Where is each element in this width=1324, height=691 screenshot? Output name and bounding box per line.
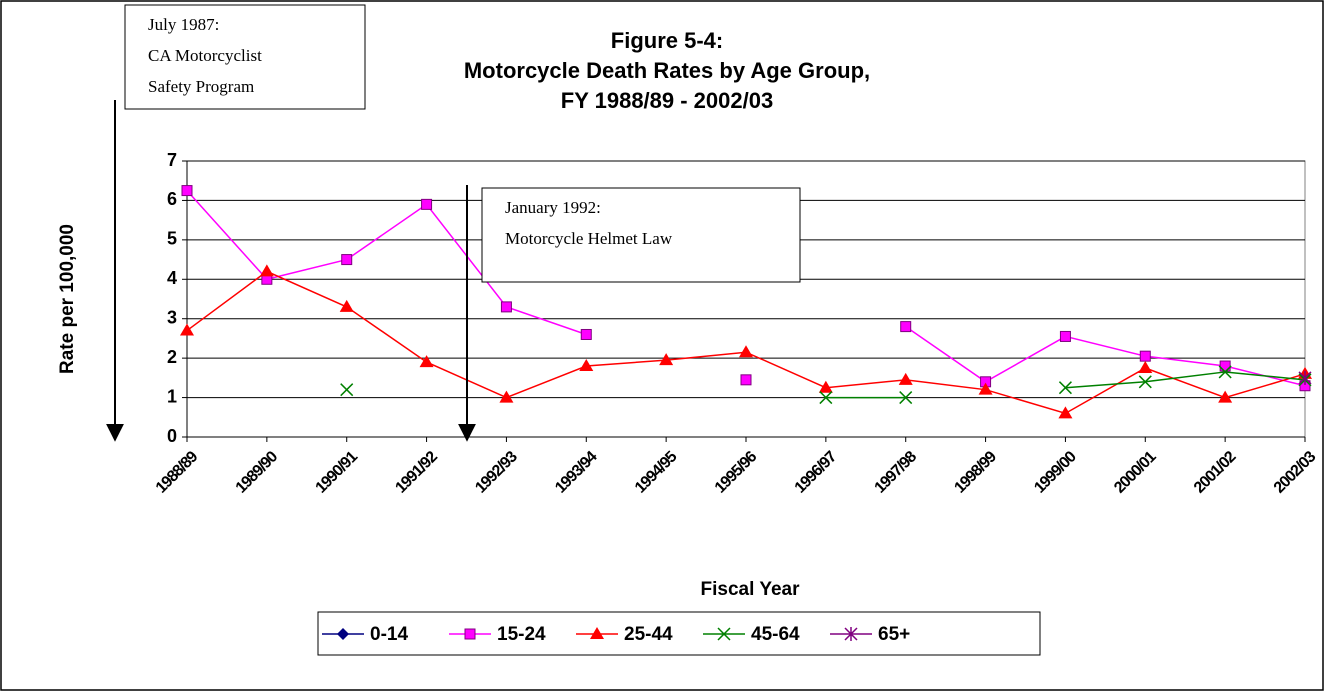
marker xyxy=(580,328,592,340)
y-axis-label: Rate per 100,000 xyxy=(57,224,78,374)
legend-label: 25-44 xyxy=(624,624,673,645)
marker xyxy=(1138,361,1153,373)
marker xyxy=(818,380,833,393)
marker xyxy=(464,628,476,640)
marker xyxy=(340,383,354,397)
legend-label: 65+ xyxy=(878,624,910,645)
marker xyxy=(590,627,604,639)
legend-label: 45-64 xyxy=(751,624,800,645)
marker xyxy=(1058,406,1073,419)
chart-title: Figure 5-4: xyxy=(611,28,723,53)
marker xyxy=(717,627,731,641)
y-tick-label: 0 xyxy=(167,426,177,446)
y-tick-label: 5 xyxy=(167,229,177,249)
annotation-text: Motorcycle Helmet Law xyxy=(505,229,673,248)
marker xyxy=(900,321,912,333)
legend-label: 0-14 xyxy=(370,624,408,645)
marker xyxy=(341,254,353,266)
annotation-text: CA Motorcyclist xyxy=(148,46,262,65)
y-tick-label: 7 xyxy=(167,150,177,170)
annotation-text: January 1992: xyxy=(505,198,601,217)
marker xyxy=(337,628,349,640)
annotation-text: July 1987: xyxy=(148,15,219,34)
x-axis-label: Fiscal Year xyxy=(701,579,801,600)
chart-title: Motorcycle Death Rates by Age Group, xyxy=(464,58,870,83)
y-tick-label: 1 xyxy=(167,386,177,406)
legend-label: 15-24 xyxy=(497,624,546,645)
marker xyxy=(978,382,993,395)
marker xyxy=(740,374,752,386)
marker xyxy=(180,323,194,336)
series-line xyxy=(186,190,1306,387)
annotation-box xyxy=(124,4,366,110)
marker xyxy=(259,264,274,277)
y-tick-label: 3 xyxy=(167,307,177,327)
marker xyxy=(1298,370,1312,385)
marker xyxy=(1218,390,1233,403)
marker xyxy=(844,627,858,641)
marker xyxy=(1059,330,1071,342)
marker xyxy=(819,391,833,405)
y-tick-label: 4 xyxy=(167,268,177,288)
annotation-box xyxy=(481,187,801,283)
series-line xyxy=(825,371,1306,399)
legend-box xyxy=(317,611,1041,656)
marker xyxy=(579,359,594,372)
marker xyxy=(339,299,354,312)
marker xyxy=(499,390,514,403)
marker xyxy=(419,355,434,368)
chart-title: FY 1988/89 - 2002/03 xyxy=(561,88,773,113)
marker xyxy=(1058,381,1072,395)
marker xyxy=(181,185,193,197)
annotation-text: Safety Program xyxy=(148,77,254,96)
y-tick-label: 2 xyxy=(167,347,177,367)
marker xyxy=(898,372,913,385)
marker xyxy=(739,345,753,358)
marker xyxy=(1139,350,1151,362)
marker xyxy=(899,391,913,405)
marker xyxy=(421,198,433,210)
marker xyxy=(659,353,674,366)
y-tick-label: 6 xyxy=(167,189,177,209)
marker xyxy=(500,301,512,313)
marker xyxy=(1218,365,1232,379)
marker xyxy=(1219,360,1231,372)
marker xyxy=(1138,375,1152,389)
